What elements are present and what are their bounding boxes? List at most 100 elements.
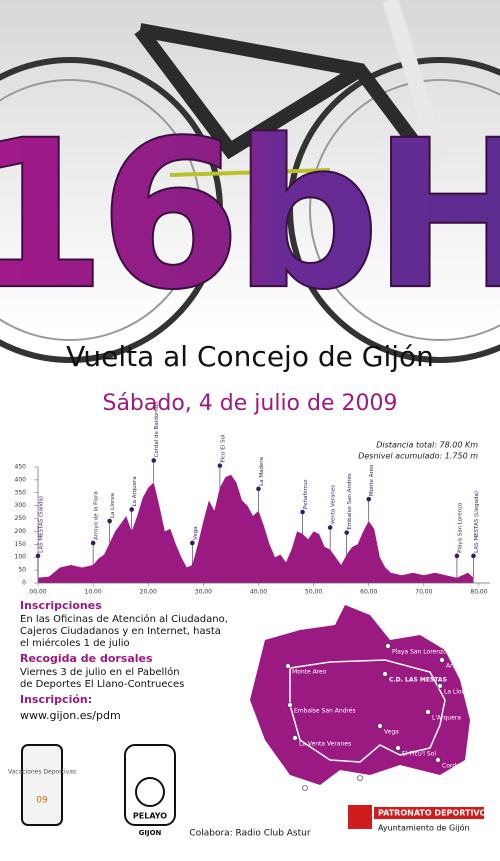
- map-place-label: Embalse San Andrés: [294, 708, 356, 715]
- info-line: En las Oficinas de Atención al Ciudadano…: [20, 613, 228, 625]
- annotation-dot: [91, 541, 96, 546]
- map-place-label: La Madera: [364, 781, 396, 788]
- map-place-label: Peñaferruz: [309, 791, 341, 798]
- x-tick-label: 60,00: [360, 589, 377, 596]
- annotation-dot: [366, 497, 371, 502]
- map-place-dot: [440, 658, 445, 663]
- y-tick-label: 100: [15, 554, 27, 561]
- title: Vuelta al Concejo de Gijón: [66, 340, 434, 373]
- club-name: PELAYO: [133, 812, 167, 821]
- tube: [22, 745, 62, 825]
- map-place-dot: [396, 746, 401, 751]
- annotation-label: La Madera: [259, 457, 265, 486]
- climb-note: Desnivel acumulado: 1.750 m: [358, 452, 478, 461]
- annotation-dot: [300, 510, 305, 515]
- x-tick-label: 20,00: [140, 589, 157, 596]
- map-place-label: Cordal de Valdornon: [442, 763, 500, 770]
- patronato: PATRONATO DEPORTIVO: [378, 809, 486, 818]
- x-tick-label: 00,00: [29, 589, 46, 596]
- x-tick-label: 30,00: [195, 589, 212, 596]
- annotation-label: Venta Veranes: [331, 485, 337, 525]
- annotation-label: Vega: [193, 526, 199, 540]
- annotation-label: Peñaferruz: [303, 479, 309, 509]
- section-title: Inscripción:: [20, 693, 92, 706]
- y-tick-label: 450: [15, 464, 27, 471]
- info-line: el miércoles 1 de julio: [20, 637, 130, 649]
- annotation-label: LAS MESTAS (Salida): [39, 496, 45, 553]
- annotation-label: Cordal de Baldornón: [153, 401, 160, 458]
- y-tick-label: 150: [15, 541, 27, 548]
- annotation-dot: [344, 530, 349, 535]
- patronato-icon: [348, 805, 372, 829]
- annotation-dot: [107, 519, 112, 524]
- annotation-label: La Llorea: [110, 493, 116, 518]
- map-place-label: El Picu'l Sol: [402, 751, 436, 758]
- map-place-dot: [383, 672, 388, 677]
- x-tick-label: 80,00: [470, 589, 487, 596]
- map-place-label: C.D. LAS MESTAS: [389, 677, 447, 684]
- annotation-dot: [151, 458, 156, 463]
- annotation-label: Embalse San Andrés: [346, 473, 353, 530]
- tube-year: 09: [36, 796, 48, 806]
- section-title: Inscripciones: [20, 599, 102, 612]
- map-place-dot: [386, 644, 391, 649]
- x-tick-label: 40,00: [250, 589, 267, 596]
- colabora: Colabora: Radio Club Astur: [189, 829, 310, 839]
- annotation-dot: [256, 487, 261, 492]
- y-tick-label: 350: [15, 489, 27, 496]
- y-tick-label: 400: [15, 476, 27, 483]
- map-place-label: L'Arquera: [432, 715, 461, 722]
- map-place-label: Arroyo de la Flora: [446, 663, 500, 670]
- tube-text: Vacaciones Deportivas: [8, 769, 76, 776]
- annotation-dot: [190, 541, 195, 546]
- map-place-label: La Llorea: [444, 689, 472, 696]
- date: Sábado, 4 de julio de 2009: [102, 391, 397, 416]
- y-tick-label: 0: [22, 580, 26, 587]
- annotation-label: Pico El Sol: [220, 434, 226, 462]
- annotation-label: La Arquera: [132, 476, 138, 506]
- annotation-dot: [471, 554, 476, 559]
- x-tick-label: 70,00: [415, 589, 432, 596]
- x-tick-label: 10,00: [85, 589, 102, 596]
- map-place-label: Monte Areo: [292, 669, 327, 676]
- url[interactable]: www.gijon.es/pdm: [20, 709, 121, 722]
- elevation-area: [38, 475, 474, 583]
- ayuntamiento: Ayuntamiento de Gijón: [378, 823, 470, 833]
- map-place-dot: [438, 684, 443, 689]
- map-place-dot: [293, 736, 298, 741]
- annotation-label: Monte Areo: [369, 464, 375, 496]
- map-place-dot: [288, 703, 293, 708]
- annotation-label: Playa San Lorenzo: [457, 502, 463, 553]
- y-tick-label: 250: [15, 515, 27, 522]
- info-line: de Deportes El Llano-Contrueces: [20, 679, 184, 690]
- map-place-dot: [303, 786, 308, 791]
- annotation-label: LAS MESTAS (Llegada): [474, 491, 480, 553]
- map-place-dot: [286, 664, 291, 669]
- elevation-profile: 0 50 100 150 200 250 300 350 400 450 00,00 10,00 20,…: [15, 401, 490, 596]
- annotation-dot: [328, 525, 333, 530]
- map-place-dot: [378, 724, 383, 729]
- section-title: Recogida de dorsales: [20, 652, 153, 665]
- annotation-dot: [455, 554, 460, 559]
- map-place-label: Vega: [384, 729, 399, 736]
- info-line: Cajeros Ciudadanos y en Internet, hasta: [20, 626, 221, 637]
- map-place-dot: [426, 710, 431, 715]
- x-tick-label: 50,00: [305, 589, 322, 596]
- y-tick-label: 50: [18, 567, 26, 574]
- y-tick-label: 300: [15, 502, 27, 509]
- y-tick-label: 200: [15, 528, 27, 535]
- annotation-dot: [218, 463, 223, 468]
- club-city: GIJON: [139, 829, 162, 837]
- annotation-label: Arroyo de la Flora: [94, 491, 100, 540]
- distance-note: Distancia total: 78.00 Km: [376, 441, 478, 450]
- map-place-dot: [436, 758, 441, 763]
- map-place-label: La Venta Veranes: [299, 741, 351, 748]
- annotation-dot: [36, 554, 41, 559]
- map-place-dot: [358, 776, 363, 781]
- info-line: Viernes 3 de julio en el Pabellón: [20, 666, 180, 678]
- annotation-dot: [129, 507, 134, 512]
- map-place-label: Playa San Lorenzo: [392, 649, 447, 656]
- logo: 16bH: [0, 97, 500, 335]
